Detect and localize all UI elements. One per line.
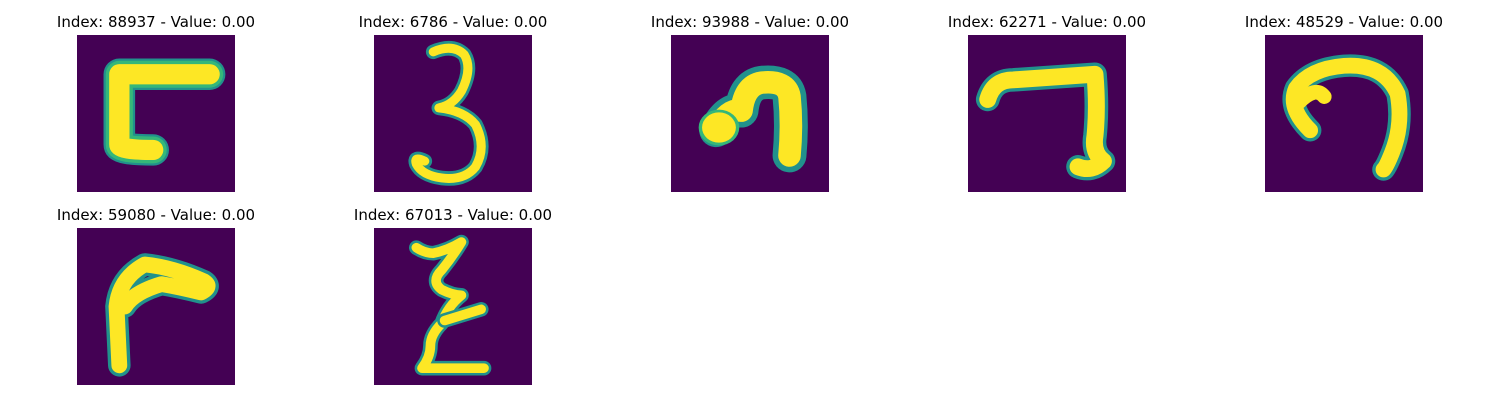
panel-title: Index: 67013 - Value: 0.00 — [353, 206, 553, 224]
panel-title: Index: 59080 - Value: 0.00 — [56, 206, 256, 224]
panel-title: Index: 6786 - Value: 0.00 — [358, 13, 548, 31]
panel-title: Index: 48529 - Value: 0.00 — [1244, 13, 1444, 31]
digit-image — [374, 35, 532, 192]
panel-title: Index: 93988 - Value: 0.00 — [650, 13, 850, 31]
panel-title: Index: 88937 - Value: 0.00 — [56, 13, 256, 31]
digit-image — [77, 35, 235, 192]
digit-image — [77, 228, 235, 385]
digit-image — [671, 35, 829, 192]
digit-image — [374, 228, 532, 385]
panel-title: Index: 62271 - Value: 0.00 — [947, 13, 1147, 31]
digit-image — [968, 35, 1126, 192]
digit-image — [1265, 35, 1423, 192]
